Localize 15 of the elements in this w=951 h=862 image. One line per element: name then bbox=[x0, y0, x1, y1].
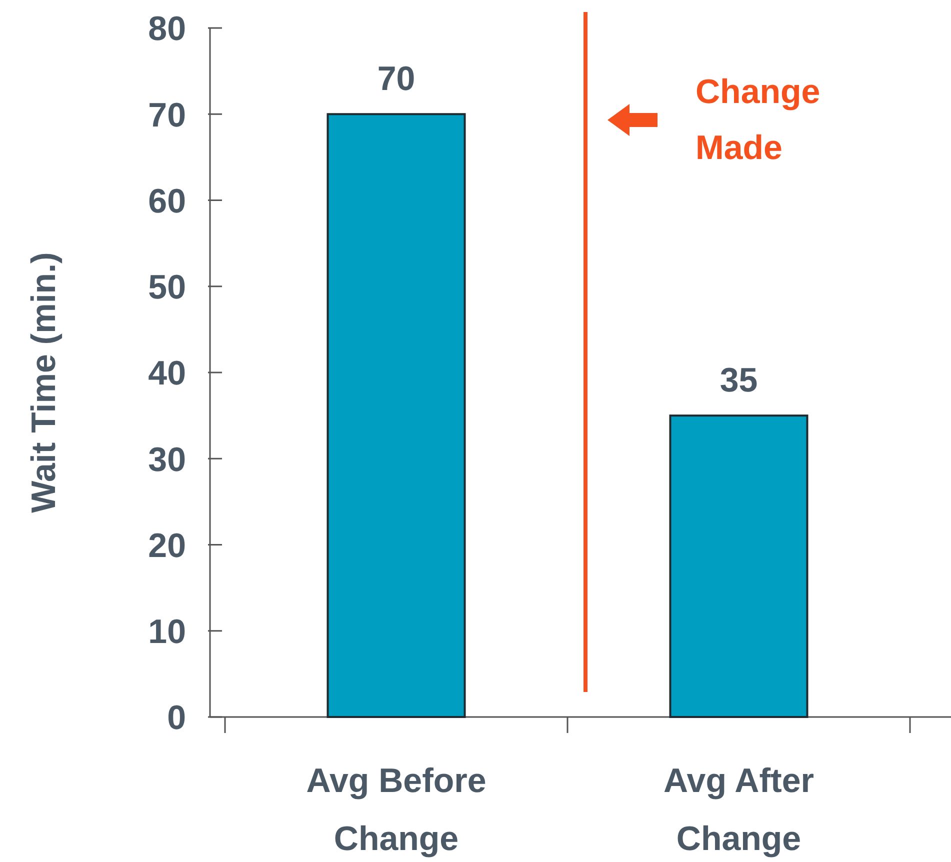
y-tick-label: 50 bbox=[148, 268, 186, 307]
y-tick-label: 70 bbox=[148, 96, 186, 134]
annotation: Change Made bbox=[696, 73, 820, 167]
x-tick-label: Avg After Change bbox=[664, 762, 814, 858]
y-tick-label: 40 bbox=[148, 354, 186, 393]
data-label: 35 bbox=[720, 362, 758, 400]
y-tick-label: 20 bbox=[148, 526, 186, 565]
data-label: 70 bbox=[377, 60, 416, 98]
y-axis-title: Wait Time (min.) bbox=[25, 252, 63, 513]
y-tick-label: 0 bbox=[167, 699, 186, 738]
x-tick-label: Avg Before Change bbox=[306, 762, 486, 858]
y-tick-label: 80 bbox=[148, 10, 186, 48]
y-tick-label: 10 bbox=[148, 613, 186, 652]
y-tick-label: 30 bbox=[148, 440, 186, 479]
y-tick-label: 60 bbox=[148, 182, 186, 220]
